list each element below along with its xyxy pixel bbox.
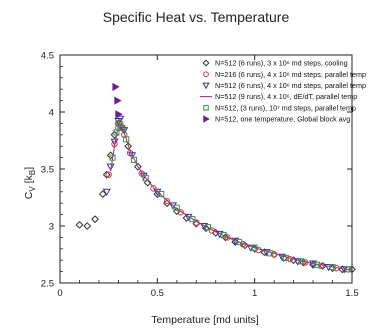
data-marks	[75, 82, 356, 274]
y-axis-label-unit-post: ]	[23, 167, 35, 170]
data-point	[173, 204, 180, 211]
y-axis-label: CV [kB]	[23, 167, 37, 199]
data-point	[112, 82, 120, 91]
legend-swatch	[203, 115, 210, 123]
data-point	[110, 138, 119, 146]
data-point	[127, 152, 137, 160]
legend-item-1: N=512 (6 runs), 3 x 10⁶ md steps, coolin…	[202, 59, 348, 68]
legend-swatch	[203, 71, 209, 78]
data-point	[345, 266, 352, 273]
data-point	[123, 136, 130, 143]
data-point	[221, 233, 230, 242]
data-point	[163, 197, 171, 205]
x-axis-label: Temperature [md units]	[151, 314, 258, 326]
data-point	[114, 96, 122, 105]
legend-label: N=216 (6 runs), 4 x 10⁶ md steps, parall…	[215, 70, 366, 79]
chart-title: Specific Heat vs. Temperature	[103, 9, 290, 25]
data-point	[133, 162, 142, 171]
data-point	[267, 250, 274, 257]
legend-swatch	[202, 59, 210, 67]
data-point	[189, 216, 196, 223]
plot-area	[59, 54, 353, 284]
data-point	[220, 232, 227, 239]
data-point	[158, 191, 165, 198]
y-tick-label: 2.5	[41, 279, 54, 290]
legend-item-2: N=216 (6 runs), 4 x 10⁶ md steps, parall…	[203, 70, 366, 79]
data-point	[348, 265, 356, 274]
data-point	[105, 171, 112, 178]
y-axis-label-main: C	[23, 191, 35, 199]
legend-swatch	[203, 105, 209, 111]
y-axis-label-unit-pre: [k	[23, 174, 35, 183]
data-point	[102, 170, 111, 179]
data-point	[150, 185, 157, 192]
data-point	[109, 154, 116, 161]
data-point	[177, 209, 184, 216]
legend-label: N=512 (6 runs), 3 x 10⁶ md steps, coolin…	[215, 59, 348, 68]
x-tick-label: 1	[252, 288, 257, 299]
data-point	[116, 115, 125, 124]
data-point	[298, 258, 305, 265]
data-point	[124, 142, 133, 151]
data-point	[119, 124, 126, 132]
x-tick-label: 0.5	[151, 288, 164, 299]
data-point	[236, 238, 243, 246]
data-point	[204, 224, 212, 231]
data-point	[98, 190, 107, 198]
data-point	[102, 188, 111, 197]
data-point	[75, 220, 84, 229]
data-point	[130, 156, 138, 163]
x-tick-label: 0	[57, 288, 62, 299]
data-point	[282, 254, 289, 261]
data-point	[115, 120, 122, 127]
series-6	[112, 82, 123, 119]
legend-label: N=512 (6 runs), 4 x 10⁶ md steps, parall…	[215, 81, 366, 90]
data-point	[91, 215, 99, 224]
data-point	[241, 241, 249, 250]
legend-label: N=512, one temperature, Global block avg	[215, 115, 350, 124]
y-axis-label-sub: V	[28, 186, 37, 192]
ticks: 0 0.5 1 1.5 2.5 3 3.5 4 4.5	[41, 51, 359, 300]
data-point	[142, 175, 149, 182]
data-point	[83, 222, 92, 230]
data-point	[143, 178, 152, 187]
data-point	[106, 163, 115, 171]
y-tick-label: 4.5	[41, 51, 54, 62]
data-point	[139, 172, 148, 181]
x-tick-label: 1.5	[345, 288, 358, 299]
data-point	[313, 261, 321, 268]
legend-item-3: N=512 (6 runs), 4 x 10⁶ md steps, parall…	[202, 81, 366, 90]
data-point	[329, 263, 336, 271]
legend: N=512 (6 runs), 3 x 10⁶ md steps, coolin…	[200, 59, 366, 124]
legend-item-6: N=512, one temperature, Global block avg	[203, 115, 350, 124]
legend-label: N=512 (9 runs), 4 x 10⁶, dE/dT, parallel…	[215, 92, 357, 101]
y-axis-label-unit-sub: B	[28, 170, 37, 175]
legend-item-5: N=512, (3 runs), 10⁷ md steps, parallel …	[203, 103, 356, 112]
y-tick-label: 4	[49, 108, 54, 119]
legend-item-4: N=512 (9 runs), 4 x 10⁶, dE/dT, parallel…	[200, 92, 357, 101]
legend-swatch	[202, 82, 210, 90]
data-point	[251, 244, 258, 251]
plot-frame	[59, 54, 353, 284]
data-point	[113, 129, 120, 136]
y-tick-label: 3	[49, 222, 54, 233]
series-5	[109, 120, 352, 273]
data-point	[115, 110, 123, 119]
legend-label: N=512, (3 runs), 10⁷ md steps, parallel …	[215, 103, 356, 112]
y-tick-label: 3.5	[41, 165, 54, 176]
